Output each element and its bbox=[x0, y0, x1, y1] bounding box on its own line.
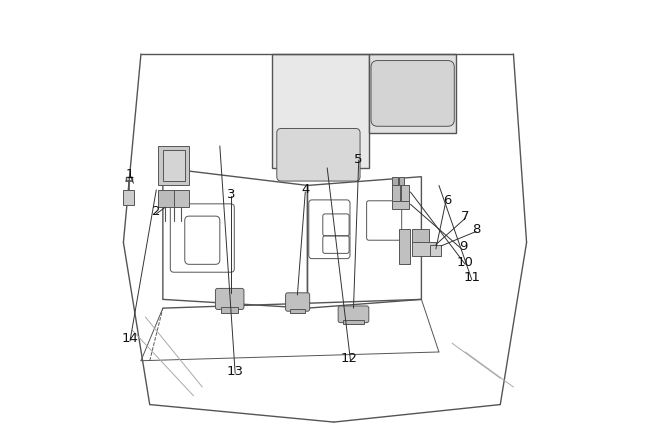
FancyBboxPatch shape bbox=[215, 288, 244, 310]
Bar bbox=[174, 190, 189, 207]
Bar bbox=[411, 243, 436, 255]
Bar bbox=[401, 186, 409, 201]
Bar bbox=[124, 190, 135, 205]
Text: 8: 8 bbox=[472, 223, 480, 236]
Text: 2: 2 bbox=[152, 205, 161, 218]
FancyBboxPatch shape bbox=[277, 128, 360, 181]
Bar bbox=[411, 229, 429, 243]
Bar bbox=[290, 309, 305, 314]
Bar bbox=[391, 201, 409, 209]
Bar bbox=[159, 190, 174, 207]
Bar bbox=[392, 177, 398, 186]
Polygon shape bbox=[272, 54, 369, 168]
Text: 13: 13 bbox=[227, 365, 244, 378]
Polygon shape bbox=[369, 54, 456, 133]
Text: 7: 7 bbox=[461, 209, 469, 223]
FancyBboxPatch shape bbox=[285, 293, 309, 311]
Bar bbox=[163, 150, 185, 181]
Text: 9: 9 bbox=[459, 240, 467, 253]
Text: 4: 4 bbox=[301, 183, 309, 196]
Text: 12: 12 bbox=[341, 352, 358, 365]
Text: 1: 1 bbox=[125, 168, 135, 181]
FancyBboxPatch shape bbox=[371, 60, 454, 126]
Bar bbox=[159, 146, 189, 186]
Text: 3: 3 bbox=[227, 188, 235, 201]
Bar bbox=[221, 307, 239, 313]
Bar bbox=[392, 186, 400, 201]
Text: 11: 11 bbox=[463, 271, 480, 284]
Text: 5: 5 bbox=[354, 153, 362, 166]
Bar bbox=[400, 229, 410, 264]
Bar bbox=[430, 245, 441, 255]
Text: 6: 6 bbox=[443, 194, 452, 207]
Bar bbox=[398, 177, 404, 186]
Text: 10: 10 bbox=[457, 256, 474, 269]
Bar bbox=[343, 321, 363, 325]
FancyBboxPatch shape bbox=[338, 306, 369, 323]
Text: 14: 14 bbox=[122, 333, 138, 345]
